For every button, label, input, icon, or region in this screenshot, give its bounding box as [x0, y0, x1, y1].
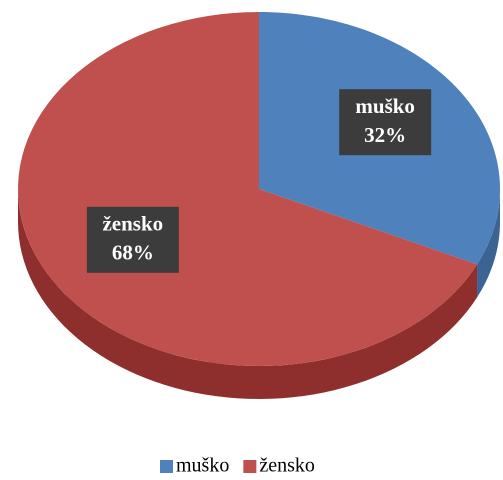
label-value: 68%	[112, 241, 154, 265]
pie-side	[18, 189, 478, 399]
data-label: muško 32%	[339, 89, 432, 156]
label-category: muško	[355, 94, 415, 118]
legend-label: žensko	[259, 455, 315, 477]
legend-swatch	[243, 460, 257, 473]
pie-side	[477, 189, 500, 298]
legend-label: muško	[176, 455, 229, 477]
data-label: žensko 68%	[86, 206, 179, 273]
label-value: 32%	[364, 123, 406, 147]
label-category: žensko	[102, 212, 163, 236]
legend-swatch	[160, 460, 173, 473]
label-box	[86, 206, 179, 273]
label-box	[339, 89, 432, 156]
pie-slice	[18, 12, 478, 366]
